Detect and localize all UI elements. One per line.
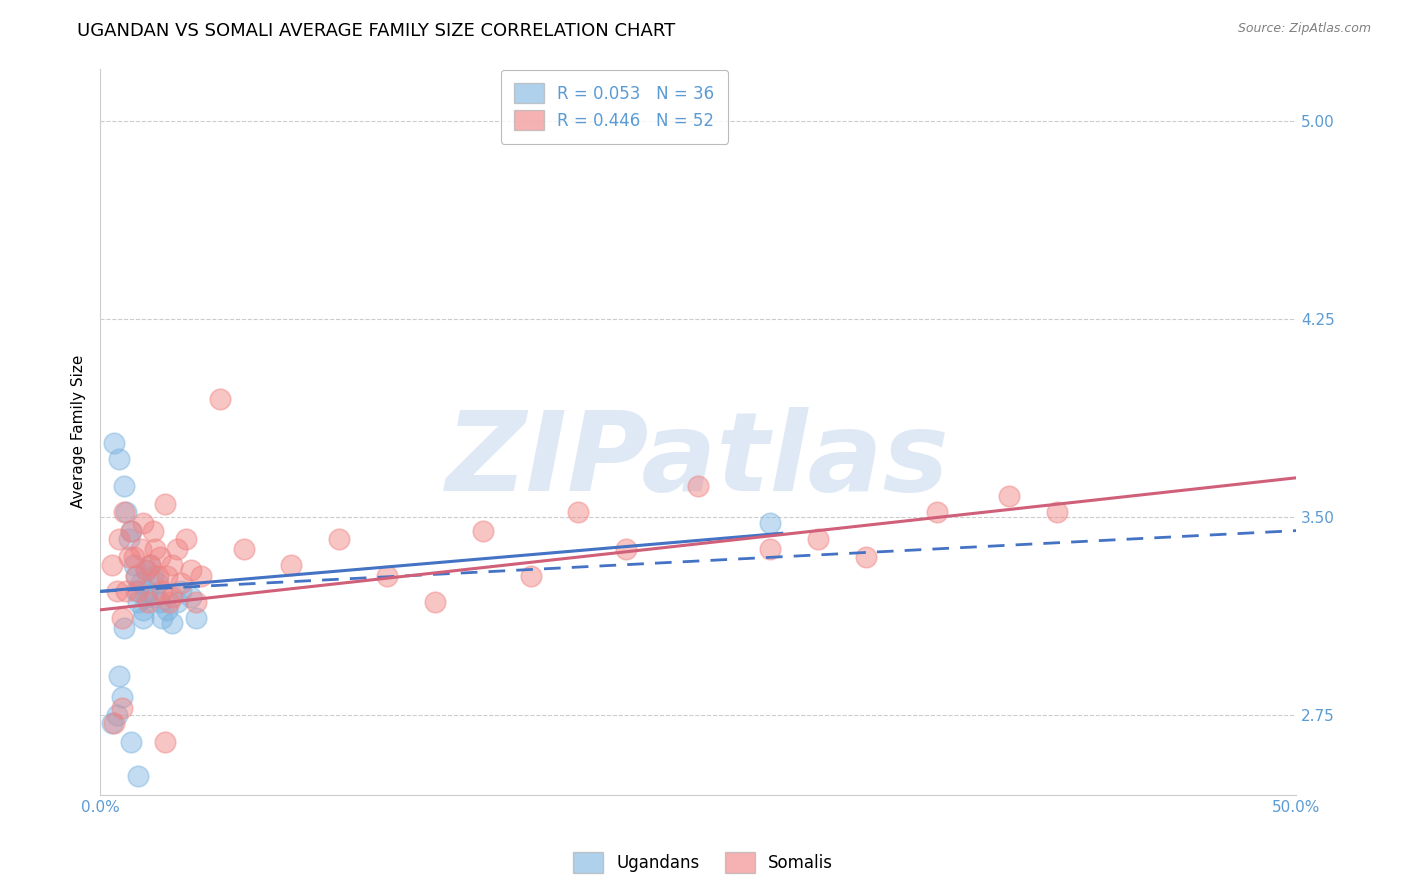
Point bbox=[139, 558, 162, 572]
Point bbox=[150, 611, 173, 625]
Text: UGANDAN VS SOMALI AVERAGE FAMILY SIZE CORRELATION CHART: UGANDAN VS SOMALI AVERAGE FAMILY SIZE CO… bbox=[77, 22, 675, 40]
Point bbox=[132, 603, 155, 617]
Point bbox=[174, 532, 197, 546]
Point bbox=[105, 584, 128, 599]
Point bbox=[112, 505, 135, 519]
Point bbox=[101, 716, 124, 731]
Point bbox=[153, 735, 176, 749]
Point bbox=[127, 769, 149, 783]
Point bbox=[120, 735, 142, 749]
Point bbox=[159, 595, 181, 609]
Point bbox=[184, 611, 207, 625]
Point bbox=[170, 576, 193, 591]
Point bbox=[112, 621, 135, 635]
Point bbox=[149, 595, 172, 609]
Point bbox=[122, 558, 145, 572]
Text: Source: ZipAtlas.com: Source: ZipAtlas.com bbox=[1237, 22, 1371, 36]
Point bbox=[111, 700, 134, 714]
Point bbox=[125, 568, 148, 582]
Point bbox=[614, 542, 637, 557]
Point bbox=[118, 532, 141, 546]
Y-axis label: Average Family Size: Average Family Size bbox=[72, 355, 86, 508]
Point bbox=[112, 479, 135, 493]
Point bbox=[125, 584, 148, 599]
Point bbox=[115, 505, 138, 519]
Point bbox=[146, 576, 169, 591]
Point bbox=[120, 524, 142, 538]
Point bbox=[160, 558, 183, 572]
Point bbox=[150, 584, 173, 599]
Legend: Ugandans, Somalis: Ugandans, Somalis bbox=[567, 846, 839, 880]
Point bbox=[807, 532, 830, 546]
Point bbox=[111, 611, 134, 625]
Point bbox=[471, 524, 494, 538]
Point bbox=[142, 524, 165, 538]
Point bbox=[170, 584, 193, 599]
Point bbox=[125, 568, 148, 582]
Point bbox=[232, 542, 254, 557]
Point bbox=[103, 436, 125, 450]
Point bbox=[759, 542, 782, 557]
Point bbox=[375, 568, 398, 582]
Point bbox=[423, 595, 446, 609]
Point bbox=[136, 584, 159, 599]
Text: ZIPatlas: ZIPatlas bbox=[446, 407, 950, 514]
Point bbox=[108, 669, 131, 683]
Point bbox=[139, 558, 162, 572]
Point bbox=[111, 690, 134, 704]
Point bbox=[127, 584, 149, 599]
Point bbox=[108, 532, 131, 546]
Point bbox=[156, 603, 179, 617]
Point bbox=[120, 524, 142, 538]
Point bbox=[101, 558, 124, 572]
Legend: R = 0.053   N = 36, R = 0.446   N = 52: R = 0.053 N = 36, R = 0.446 N = 52 bbox=[501, 70, 728, 144]
Point bbox=[135, 563, 157, 577]
Point bbox=[153, 497, 176, 511]
Point bbox=[1046, 505, 1069, 519]
Point bbox=[143, 542, 166, 557]
Point bbox=[180, 590, 202, 604]
Point bbox=[146, 568, 169, 582]
Point bbox=[686, 479, 709, 493]
Point bbox=[135, 590, 157, 604]
Point bbox=[184, 595, 207, 609]
Point bbox=[166, 542, 188, 557]
Point bbox=[115, 584, 138, 599]
Point bbox=[280, 558, 302, 572]
Point bbox=[118, 549, 141, 564]
Point bbox=[328, 532, 350, 546]
Point bbox=[132, 611, 155, 625]
Point bbox=[567, 505, 589, 519]
Point bbox=[855, 549, 877, 564]
Point bbox=[127, 595, 149, 609]
Point bbox=[180, 563, 202, 577]
Point bbox=[143, 590, 166, 604]
Point bbox=[998, 489, 1021, 503]
Point bbox=[135, 563, 157, 577]
Point bbox=[108, 452, 131, 467]
Point bbox=[136, 595, 159, 609]
Point bbox=[160, 615, 183, 630]
Point bbox=[156, 568, 179, 582]
Point bbox=[160, 590, 183, 604]
Point bbox=[149, 549, 172, 564]
Point bbox=[190, 568, 212, 582]
Point bbox=[105, 708, 128, 723]
Point bbox=[166, 595, 188, 609]
Point bbox=[103, 716, 125, 731]
Point bbox=[129, 542, 152, 557]
Point bbox=[759, 516, 782, 530]
Point bbox=[142, 568, 165, 582]
Point bbox=[132, 516, 155, 530]
Point bbox=[129, 576, 152, 591]
Point bbox=[927, 505, 949, 519]
Point bbox=[208, 392, 231, 406]
Point bbox=[122, 549, 145, 564]
Point bbox=[519, 568, 541, 582]
